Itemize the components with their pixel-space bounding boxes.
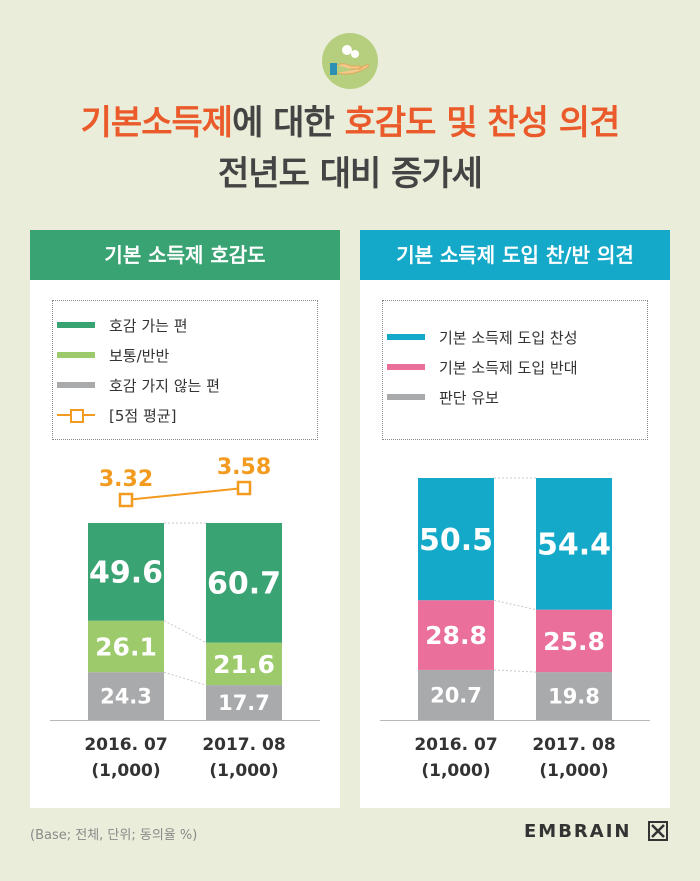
- category-label: (1,000): [421, 761, 490, 781]
- legend-marker: [70, 409, 84, 423]
- page-title: 기본소득제에 대한 호감도 및 찬성 의견: [0, 95, 700, 144]
- chart-favorability: 24.3 26.1 49.6 2016. 07 (1,000) 17.7 21.6 60.7 2…: [50, 455, 320, 781]
- legend-label: 판단 유보: [439, 389, 499, 407]
- panel-adoption: 기본 소득제 도입 찬/반 의견 기본 소득제 도입 찬성 기본 소득제 도입 …: [360, 230, 670, 808]
- legend-swatch: [387, 394, 425, 400]
- legend-swatch: [57, 322, 95, 328]
- legend-label: 호감 가지 않는 편: [109, 377, 220, 395]
- bar-segment: [206, 523, 282, 643]
- hand-coins-icon: [322, 33, 378, 89]
- chart-adoption: 20.7 28.8 50.5 2016. 07 (1,000) 19.8 25.8 54.4 2…: [380, 477, 650, 781]
- category-label: 2017. 08: [202, 735, 285, 755]
- footnote: (Base; 전체, 단위; 동의율 %): [30, 828, 198, 843]
- bar-segment: [536, 609, 612, 673]
- data-label: 49.6: [89, 556, 163, 591]
- legend: 호감 가는 편 보통/반반 호감 가지 않는 편 [5점 평균]: [52, 300, 318, 440]
- average-marker: [118, 492, 134, 508]
- bar-segment: [88, 620, 164, 673]
- average-label: 3.58: [217, 455, 271, 480]
- panel-favorability: 기본 소득제 호감도 호감 가는 편 보통/반반 호감 가지 않는 편 [5점 …: [30, 230, 340, 808]
- panel-title: 기본 소득제 도입 찬/반 의견: [360, 230, 670, 280]
- legend-label: [5점 평균]: [109, 407, 177, 425]
- connector-line: [163, 620, 207, 644]
- data-label: 54.4: [537, 528, 611, 563]
- data-label: 26.1: [95, 632, 157, 661]
- connector-line: [493, 669, 537, 673]
- bar-segment: [206, 642, 282, 686]
- data-label: 25.8: [543, 627, 605, 656]
- legend-label: 보통/반반: [109, 347, 170, 365]
- title-part3: 호감도 및 찬성 의견: [344, 103, 621, 143]
- legend-label: 기본 소득제 도입 찬성: [439, 329, 578, 347]
- average-line: [125, 487, 245, 501]
- category-label: 2016. 07: [414, 735, 497, 755]
- embrain-x-icon: [648, 821, 668, 841]
- bar-segment: [206, 685, 282, 720]
- bar-segment: [88, 672, 164, 720]
- panel-title: 기본 소득제 호감도: [30, 230, 340, 280]
- brand-name: EMBRAIN: [524, 821, 632, 842]
- legend: 기본 소득제 도입 찬성 기본 소득제 도입 반대 판단 유보: [382, 300, 648, 440]
- average-marker: [236, 480, 252, 496]
- data-label: 28.8: [425, 621, 487, 650]
- legend-swatch: [387, 334, 425, 340]
- average-label: 3.32: [99, 467, 153, 492]
- data-label: 24.3: [100, 685, 152, 709]
- bar-segment: [536, 672, 612, 720]
- data-label: 20.7: [430, 684, 482, 708]
- bar-segment: [536, 478, 612, 610]
- connector-line: [493, 599, 537, 611]
- legend-swatch: [57, 352, 95, 358]
- legend-swatch: [387, 364, 425, 370]
- category-label: 2016. 07: [84, 735, 167, 755]
- page-subtitle: 전년도 대비 증가세: [218, 154, 483, 194]
- bar-segment: [418, 600, 494, 670]
- connector-line: [163, 671, 207, 686]
- title-part2: 에 대한: [232, 103, 345, 143]
- bar-segment: [418, 669, 494, 720]
- legend-label: 기본 소득제 도입 반대: [439, 359, 578, 377]
- legend-label: 호감 가는 편: [109, 317, 188, 335]
- data-label: 19.8: [548, 685, 600, 709]
- bar-segment: [88, 523, 164, 621]
- category-label: (1,000): [209, 761, 278, 781]
- title-part1: 기본소득제: [80, 103, 233, 143]
- data-label: 50.5: [419, 523, 493, 558]
- category-label: (1,000): [91, 761, 160, 781]
- legend-swatch: [57, 382, 95, 388]
- bar-segment: [418, 478, 494, 601]
- data-label: 60.7: [207, 567, 281, 602]
- data-label: 21.6: [213, 650, 275, 679]
- data-label: 17.7: [218, 691, 270, 715]
- category-label: 2017. 08: [532, 735, 615, 755]
- category-label: (1,000): [539, 761, 608, 781]
